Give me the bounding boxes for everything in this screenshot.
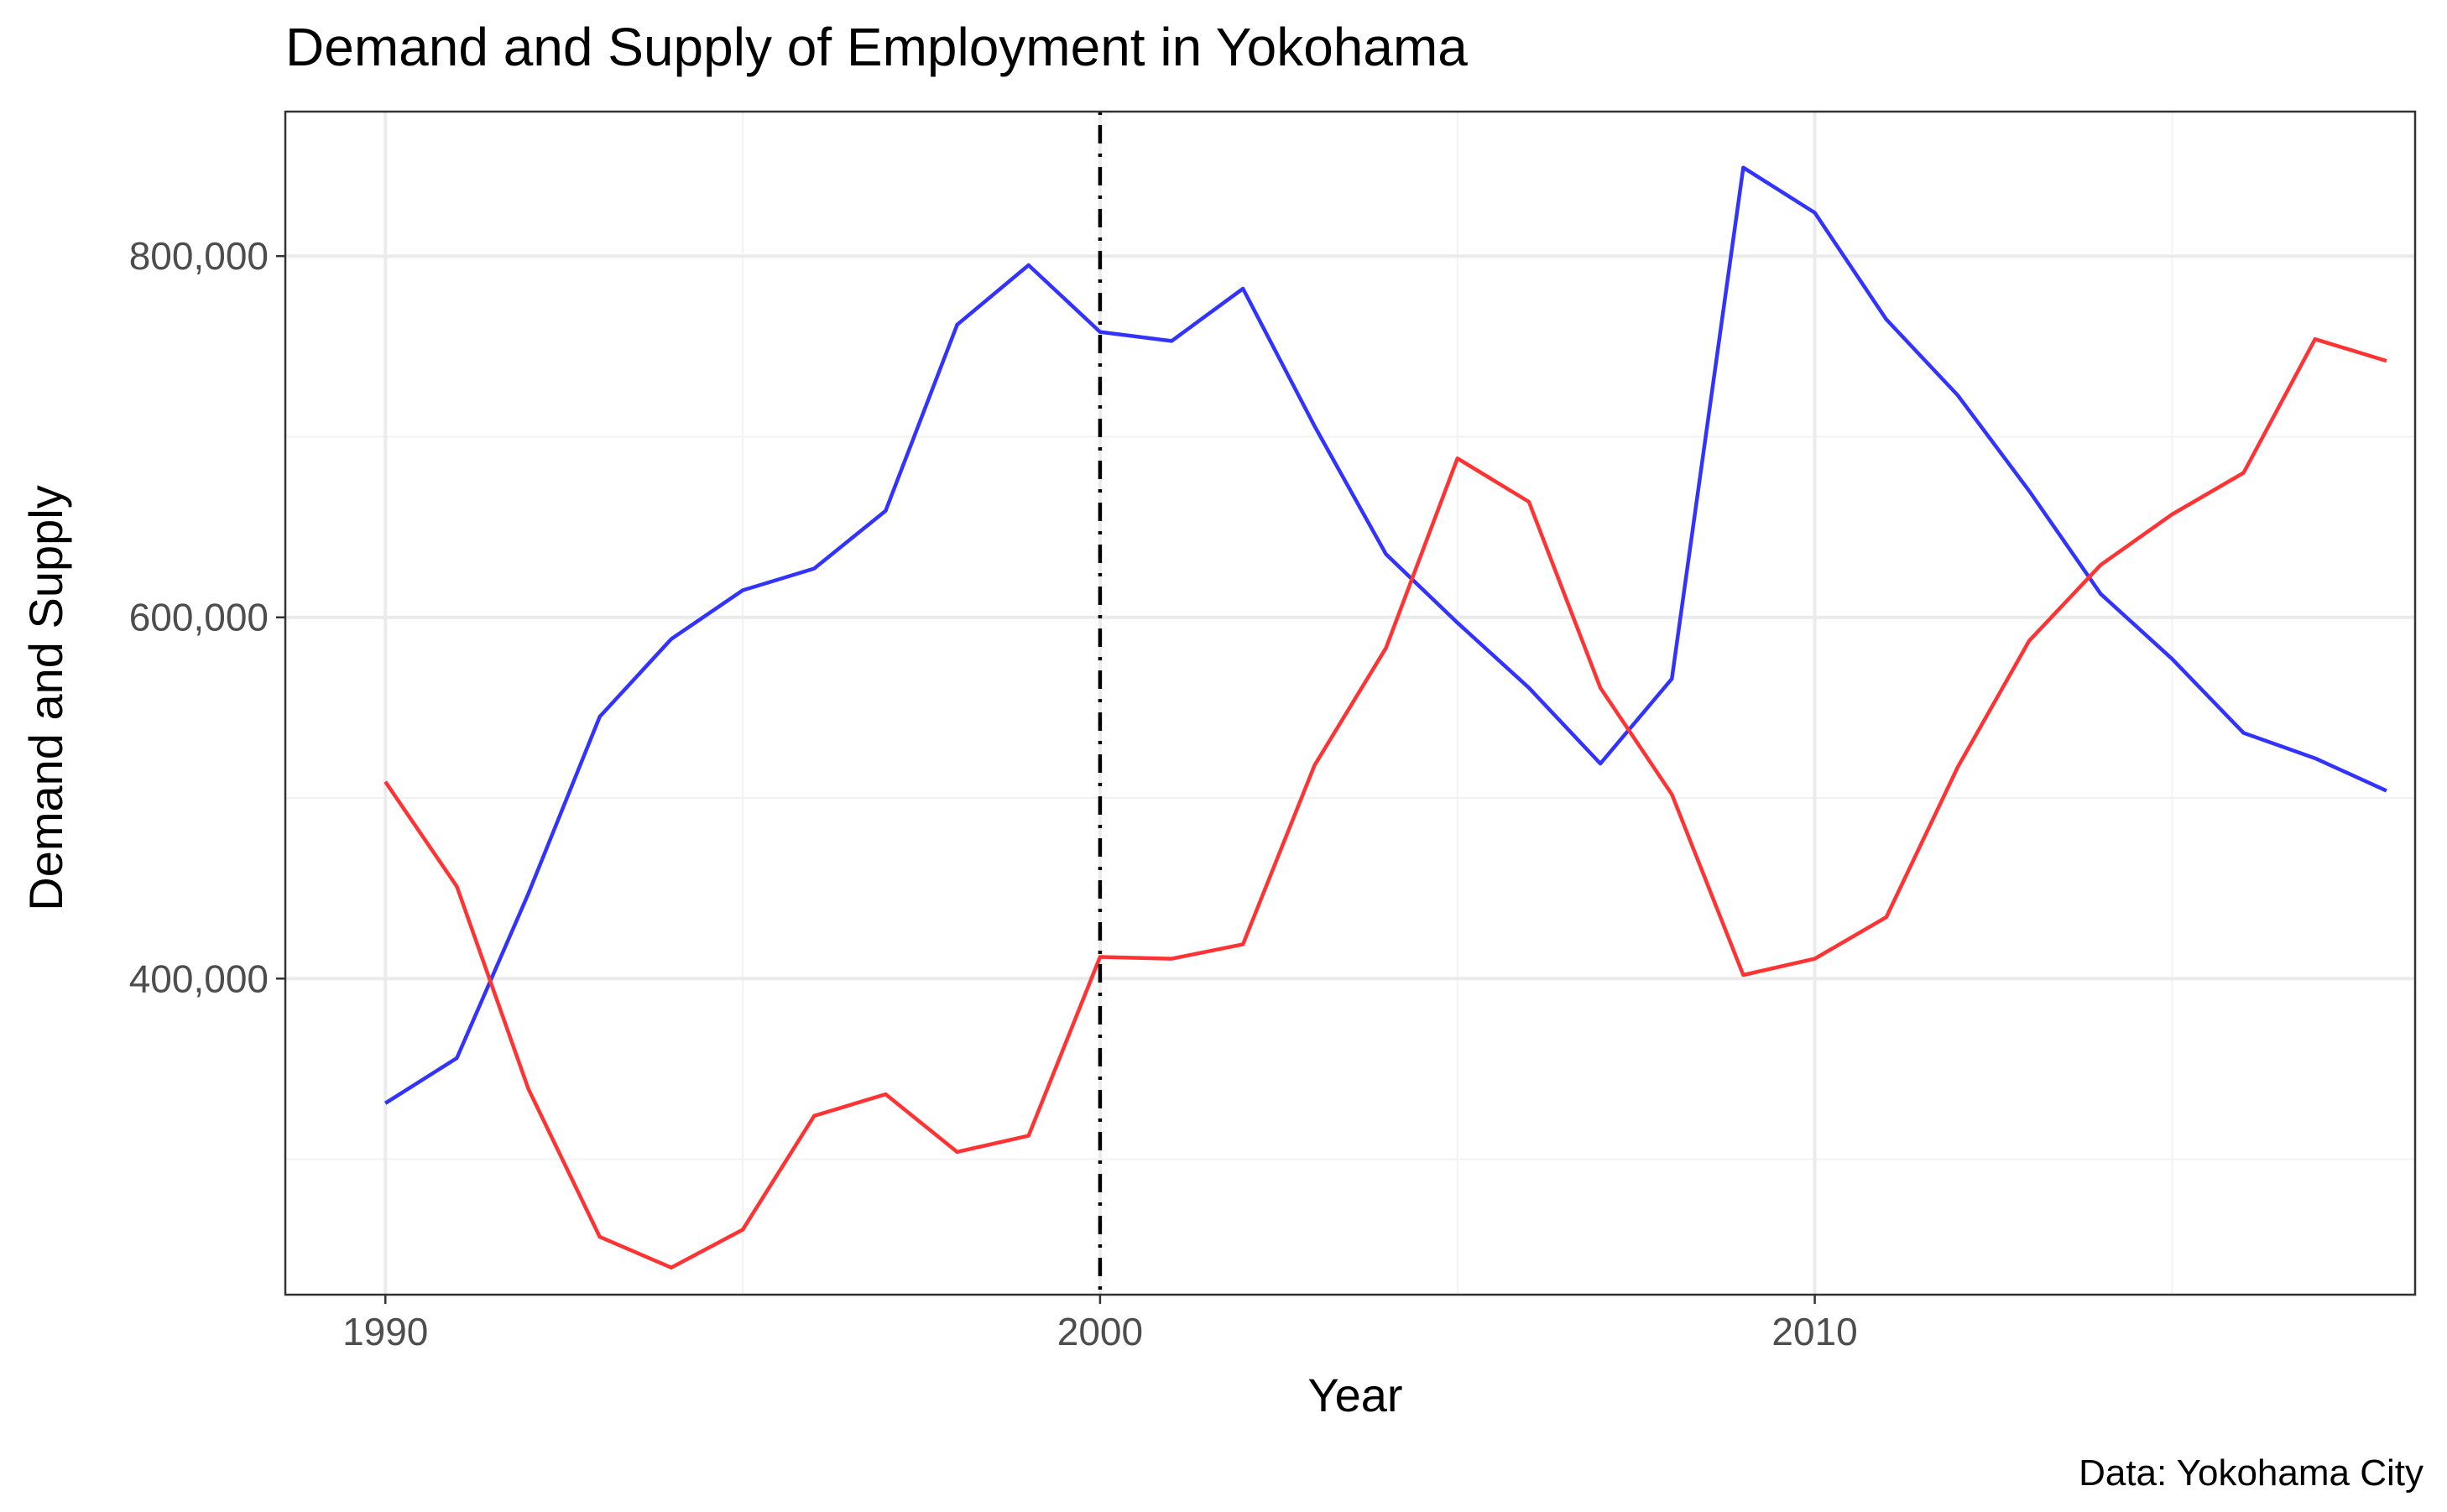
x-tick-label: 2010 [1771,1310,1857,1353]
x-tick-label: 1990 [342,1310,428,1353]
panel-border [284,110,2417,1296]
series-lines [383,165,2387,1270]
y-tick-label: 600,000 [129,596,269,639]
series-line-1 [383,165,2387,1105]
grid-lines [285,112,2415,1295]
y-axis-title: Demand and Supply [19,485,72,910]
y-tick-label: 800,000 [129,234,269,278]
x-tick-label: 2000 [1057,1310,1143,1353]
chart-title: Demand and Supply of Employment in Yokoh… [285,17,1468,77]
x-axis-title: Year [1307,1369,1402,1421]
x-axis: 1990 2000 2010 [342,1295,1858,1353]
y-axis: 400,000 600,000 800,000 [129,234,285,1000]
y-tick-label: 400,000 [129,957,269,1000]
chart-caption: Data: Yokohama City [2079,1452,2424,1494]
series-line-2 [383,336,2387,1270]
